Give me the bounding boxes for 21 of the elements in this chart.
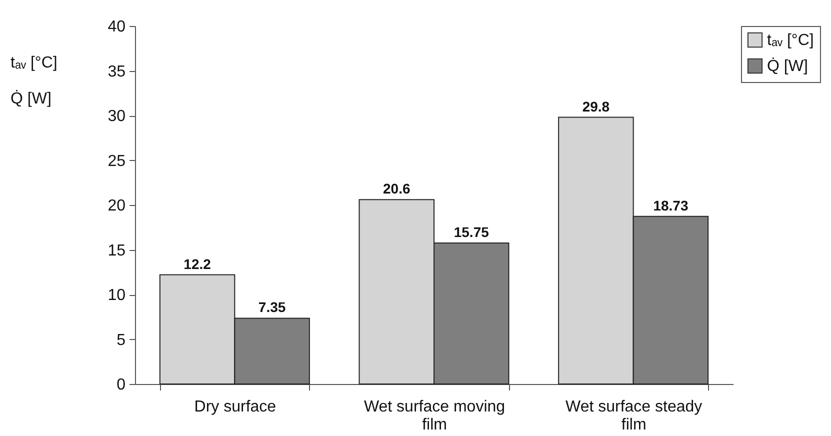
data-label: 7.35 xyxy=(258,299,286,316)
data-label: 29.8 xyxy=(582,98,610,114)
y-tick-label: 40 xyxy=(108,18,126,36)
data-label: 18.73 xyxy=(653,197,688,214)
legend-label: tₐᵥ [°C] xyxy=(767,32,814,49)
data-label: 20.6 xyxy=(383,180,410,197)
y-tick-label: 25 xyxy=(108,152,126,170)
y-axis-title: tₐᵥ [°C] Q̇ [W] xyxy=(10,54,58,108)
y-tick-label: 20 xyxy=(108,198,126,214)
y-tick-label: 35 xyxy=(108,63,126,80)
data-label: 15.75 xyxy=(454,224,490,240)
y-tick-label: 5 xyxy=(116,332,126,349)
y-tick-label: 0 xyxy=(116,376,126,394)
legend-label: Q̇ [W] xyxy=(767,56,808,75)
x-tick-label: Wet surface steady film xyxy=(566,398,702,434)
data-label: 12.2 xyxy=(184,256,212,272)
x-tick-label: Dry surface xyxy=(194,398,276,416)
y-tick-label: 15 xyxy=(108,242,126,260)
y-tick-label: 30 xyxy=(108,108,126,125)
y-tick-label: 10 xyxy=(108,287,126,304)
x-tick-label: Wet surface moving film xyxy=(364,398,506,434)
